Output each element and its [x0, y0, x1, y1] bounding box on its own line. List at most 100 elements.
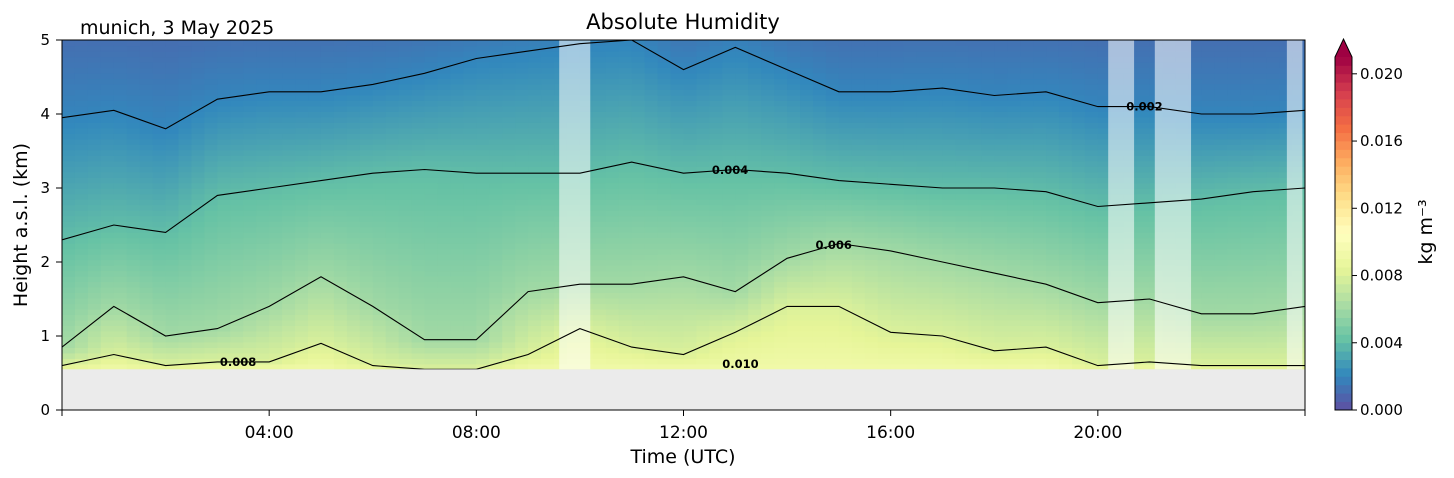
- humidity-cell: [372, 358, 387, 365]
- humidity-cell: [230, 67, 244, 74]
- humidity-cell: [890, 286, 905, 294]
- humidity-cell: [269, 314, 283, 321]
- humidity-cell: [308, 237, 322, 244]
- humidity-cell: [955, 341, 969, 348]
- humidity-cell: [916, 182, 931, 189]
- humidity-cell: [230, 171, 244, 178]
- humidity-cell: [113, 127, 128, 134]
- humidity-cell: [800, 363, 814, 370]
- humidity-cell: [994, 204, 1008, 211]
- humidity-cell: [476, 297, 490, 305]
- humidity-cell: [346, 204, 361, 211]
- humidity-cell: [126, 265, 141, 272]
- humidity-cell: [165, 177, 180, 184]
- humidity-cell: [333, 40, 348, 47]
- humidity-cell: [165, 61, 180, 69]
- humidity-cell: [1046, 204, 1060, 211]
- humidity-cell: [502, 105, 516, 112]
- humidity-cell: [631, 352, 646, 359]
- humidity-cell: [62, 138, 76, 145]
- humidity-cell: [800, 171, 814, 178]
- humidity-cell: [981, 193, 995, 200]
- humidity-cell: [87, 358, 102, 365]
- humidity-cell: [774, 330, 788, 337]
- humidity-cell: [1058, 116, 1073, 123]
- humidity-cell: [191, 358, 206, 365]
- humidity-cell: [282, 270, 296, 277]
- humidity-cell: [191, 308, 206, 316]
- humidity-cell: [748, 215, 762, 222]
- humidity-cell: [1058, 308, 1073, 316]
- humidity-cell: [424, 40, 439, 47]
- humidity-cell: [74, 78, 89, 85]
- humidity-cell: [450, 358, 464, 365]
- humidity-cell: [256, 72, 270, 80]
- humidity-cell: [644, 243, 659, 250]
- humidity-cell: [774, 83, 788, 90]
- humidity-cell: [657, 281, 672, 288]
- humidity-cell: [838, 100, 853, 107]
- humidity-cell: [1084, 237, 1099, 244]
- humidity-cell: [812, 166, 827, 173]
- humidity-cell: [618, 111, 633, 118]
- humidity-cell: [981, 358, 995, 365]
- humidity-cell: [851, 232, 866, 239]
- humidity-cell: [825, 61, 840, 69]
- humidity-cell: [696, 199, 710, 206]
- humidity-cell: [1071, 248, 1086, 255]
- humidity-cell: [437, 237, 452, 244]
- humidity-cell: [424, 226, 439, 233]
- humidity-cell: [981, 199, 995, 206]
- humidity-cell: [748, 127, 762, 134]
- humidity-cell: [165, 78, 180, 85]
- humidity-cell: [87, 303, 102, 310]
- humidity-cell: [359, 199, 374, 206]
- humidity-cell: [191, 297, 206, 305]
- humidity-cell: [864, 243, 879, 250]
- humidity-cell: [346, 138, 361, 145]
- humidity-cell: [812, 105, 827, 112]
- humidity-cell: [191, 193, 206, 200]
- humidity-cell: [515, 138, 529, 145]
- humidity-cell: [333, 286, 348, 294]
- humidity-cell: [916, 199, 931, 206]
- humidity-cell: [398, 78, 413, 85]
- humidity-cell: [74, 336, 89, 343]
- humidity-cell: [812, 127, 827, 134]
- humidity-cell: [204, 259, 218, 266]
- humidity-cell: [178, 347, 193, 354]
- humidity-cell: [787, 40, 801, 47]
- humidity-cell: [359, 215, 374, 222]
- humidity-cell: [398, 259, 413, 266]
- humidity-cell: [1097, 204, 1112, 211]
- humidity-cell: [541, 67, 555, 74]
- humidity-cell: [1058, 166, 1073, 173]
- humidity-cell: [87, 363, 102, 370]
- humidity-cell: [372, 50, 387, 58]
- humidity-cell: [139, 144, 154, 151]
- humidity-cell: [696, 286, 710, 294]
- humidity-cell: [1084, 319, 1099, 326]
- humidity-cell: [308, 122, 322, 129]
- humidity-cell: [320, 155, 335, 162]
- humidity-cell: [683, 232, 698, 239]
- humidity-cell: [644, 149, 659, 156]
- humidity-cell: [191, 319, 206, 326]
- humidity-cell: [618, 303, 633, 310]
- humidity-cell: [217, 270, 231, 277]
- humidity-cell: [372, 265, 387, 272]
- humidity-cell: [217, 105, 231, 112]
- humidity-cell: [502, 341, 516, 348]
- humidity-cell: [851, 281, 866, 288]
- humidity-cell: [489, 281, 503, 288]
- humidity-cell: [320, 319, 335, 326]
- humidity-cell: [515, 270, 529, 277]
- humidity-cell: [359, 286, 374, 294]
- humidity-cell: [541, 325, 555, 332]
- humidity-cell: [450, 138, 464, 145]
- humidity-cell: [631, 210, 646, 217]
- humidity-cell: [126, 347, 141, 354]
- humidity-cell: [1007, 116, 1021, 123]
- humidity-cell: [256, 276, 270, 283]
- humidity-cell: [761, 254, 775, 261]
